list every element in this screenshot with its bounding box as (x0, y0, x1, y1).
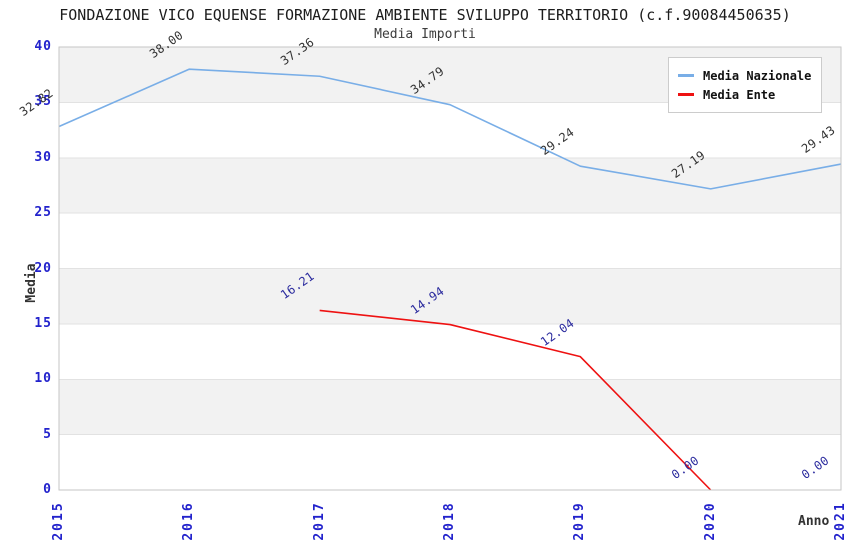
legend: Media Nazionale Media Ente (668, 57, 823, 113)
x-tick-label: 2018 (442, 501, 457, 541)
x-tick-label: 2021 (833, 501, 848, 541)
y-tick-label: 25 (34, 205, 52, 221)
legend-label: Media Nazionale (703, 68, 812, 83)
x-tick-label: 2020 (702, 501, 718, 541)
legend-label: Media Ente (703, 87, 776, 102)
y-axis-title: Media (24, 263, 39, 303)
y-tick-label: 35 (34, 94, 52, 110)
chart-subtitle: Media Importi (374, 27, 476, 42)
y-tick-label: 15 (34, 315, 52, 331)
plot-border (58, 46, 842, 491)
legend-line-swatch-icon (678, 93, 694, 96)
series-line-media-ente (319, 309, 712, 491)
x-axis-title: Anno (798, 514, 830, 529)
grid-band (59, 268, 841, 324)
x-tick-label: 2016 (181, 501, 197, 541)
chart-title: FONDAZIONE VICO EQUENSE FORMAZIONE AMBIE… (59, 6, 791, 24)
x-tick-label: 2017 (311, 501, 327, 541)
legend-item-media-ente: Media Ente (678, 86, 811, 103)
y-tick-label: 0 (43, 482, 52, 497)
legend-item-media-nazionale: Media Nazionale (678, 67, 811, 84)
y-tick-label: 40 (34, 39, 52, 54)
y-tick-label: 5 (43, 426, 52, 442)
y-tick-label: 20 (34, 260, 52, 276)
series-line-media-nazionale (58, 68, 842, 190)
x-tick-label: 2019 (572, 501, 588, 541)
x-tick-label: 2015 (51, 501, 66, 541)
legend-line-swatch-icon (678, 74, 694, 77)
y-tick-label: 10 (34, 371, 52, 387)
grid-band (59, 157, 841, 214)
grid-band (59, 379, 841, 435)
y-tick-label: 30 (34, 149, 52, 165)
